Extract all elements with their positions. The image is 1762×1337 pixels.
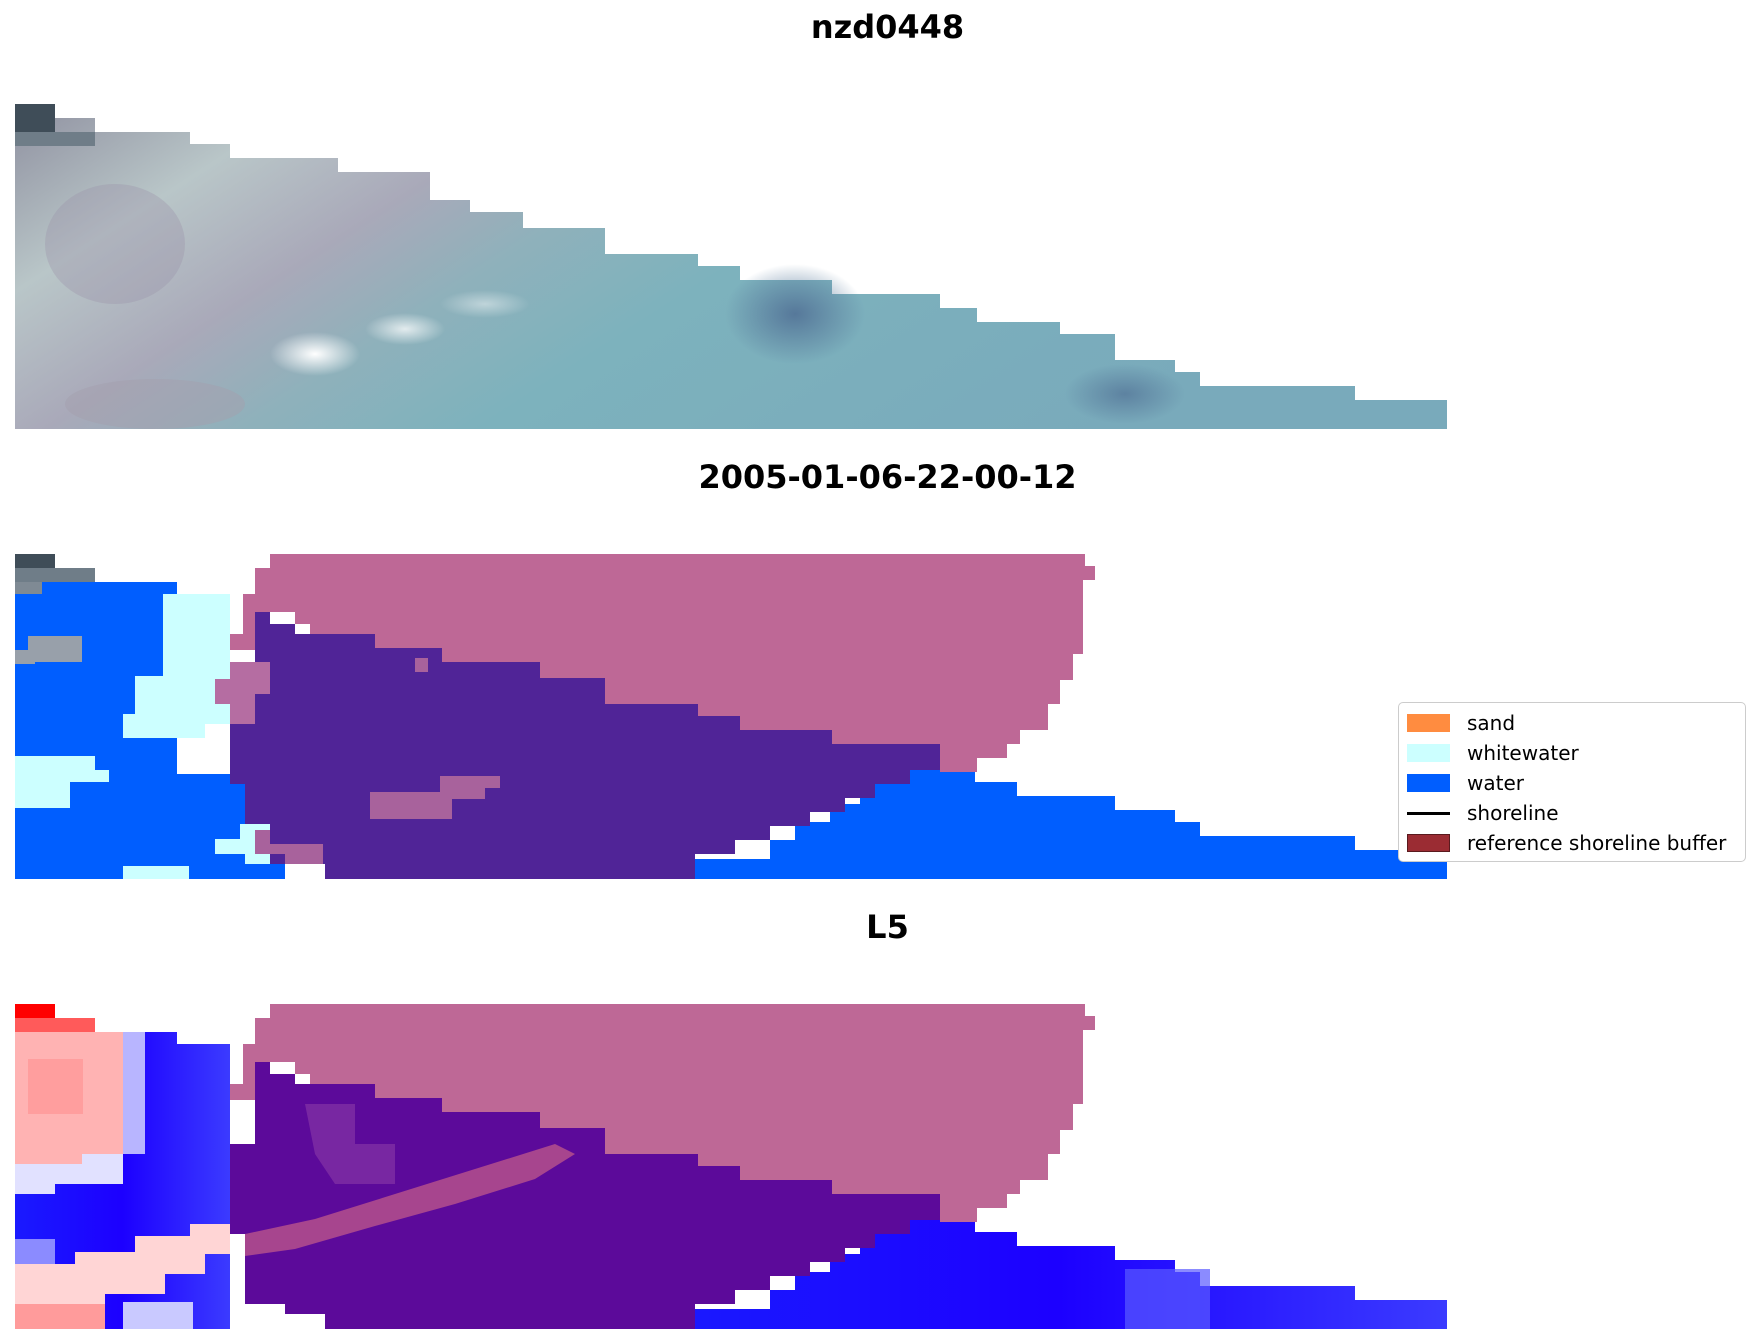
legend-item-whitewater: whitewater [1407,741,1579,765]
legend-label-reference-buffer: reference shoreline buffer [1467,831,1727,855]
whitewater-swatch [1407,744,1450,762]
rgb-satellite-image [15,104,1447,429]
legend-label-sand: sand [1467,711,1516,735]
legend-item-sand: sand [1407,711,1515,735]
index-image-panel [15,1004,1447,1329]
rgb-image-panel [15,104,1447,429]
classification-map [15,554,1447,879]
reference-buffer-swatch [1407,834,1450,852]
legend-item-reference-buffer: reference shoreline buffer [1407,831,1726,855]
water-swatch [1407,774,1450,792]
legend-label-whitewater: whitewater [1467,741,1579,765]
water-index-map [15,1004,1447,1329]
legend: sand whitewater water shoreline referenc… [1398,702,1746,862]
panel-title-index: L5 [866,908,909,946]
panel-title-rgb: nzd0448 [810,8,965,46]
panel-title-classified: 2005-01-06-22-00-12 [698,458,1077,496]
legend-item-water: water [1407,771,1524,795]
legend-item-shoreline: shoreline [1407,801,1559,825]
classified-image-panel [15,554,1447,879]
legend-label-shoreline: shoreline [1467,801,1559,825]
legend-label-water: water [1467,771,1524,795]
sand-swatch [1407,714,1450,732]
shoreline-line-swatch [1407,811,1450,815]
